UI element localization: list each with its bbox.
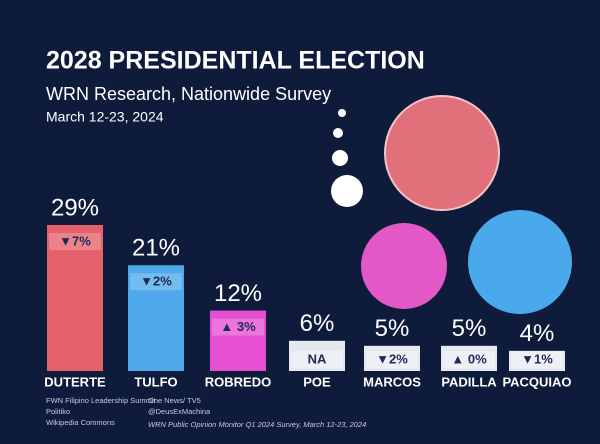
source: Wikipedia Commons <box>46 418 115 427</box>
x-tick-label: DUTERTE <box>44 374 106 389</box>
source: FWN Filipino Leadership Summit <box>46 396 157 405</box>
change-label: NA <box>308 351 327 366</box>
value-label: 5% <box>452 315 487 342</box>
value-label: 5% <box>375 315 410 342</box>
change-box <box>366 351 418 368</box>
source-note: WRN Public Opinion Monitor Q1 2024 Surve… <box>148 420 366 429</box>
change-box <box>212 318 264 336</box>
change-label: ▼7% <box>59 233 91 248</box>
x-tick-label: POE <box>303 374 331 389</box>
change-box <box>130 273 182 291</box>
x-tick-label: PACQUIAO <box>502 374 571 389</box>
change-box <box>511 351 563 368</box>
source: @DeusExMachina <box>148 407 211 416</box>
photo <box>361 95 572 314</box>
value-label: 29% <box>51 194 99 221</box>
x-tick-label: PADILLA <box>441 374 497 389</box>
change-box <box>49 233 101 250</box>
bar <box>128 265 184 371</box>
change-label: ▼1% <box>521 351 553 366</box>
chart-date: March 12-23, 2024 <box>46 109 164 125</box>
x-tick-label: ROBREDO <box>205 374 271 389</box>
x-tick-label: MARCOS <box>363 374 421 389</box>
x-tick-label: TULFO <box>134 374 177 389</box>
change-box <box>291 351 343 368</box>
change-label: ▲ 3% <box>220 319 256 334</box>
value-label: 4% <box>520 320 555 347</box>
value-label: 6% <box>300 310 335 337</box>
source: Politiko <box>46 407 70 416</box>
change-label: ▲ 0% <box>451 351 487 366</box>
change-box <box>443 351 495 368</box>
value-label: 12% <box>214 280 262 307</box>
chart-subtitle: WRN Research, Nationwide Survey <box>46 84 331 104</box>
change-label: ▼2% <box>140 274 172 289</box>
bar <box>47 225 103 371</box>
decoration <box>331 109 363 207</box>
bar <box>210 310 266 371</box>
chart-title: 2028 PRESIDENTIAL ELECTION <box>46 47 425 75</box>
source: One News/ TV5 <box>148 396 201 405</box>
change-label: ▼2% <box>376 351 408 366</box>
value-label: 21% <box>132 235 180 262</box>
